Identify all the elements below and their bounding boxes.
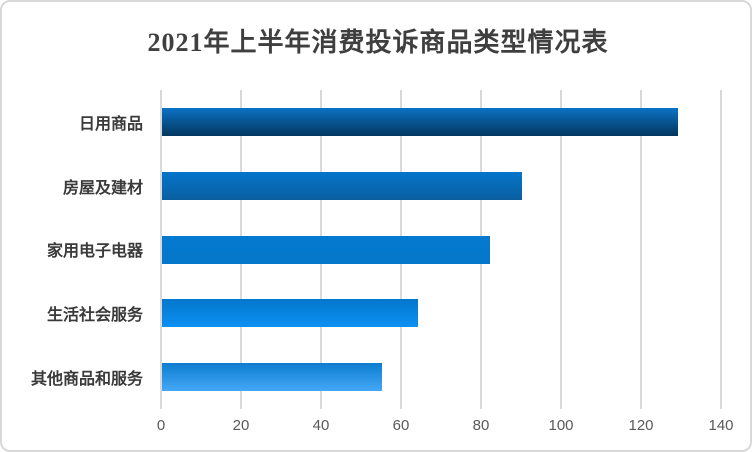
chart-title: 2021年上半年消费投诉商品类型情况表 [147, 28, 609, 57]
x-tick-label: 80 [472, 417, 490, 434]
gridline [560, 90, 562, 409]
x-tick-label: 0 [156, 417, 166, 434]
x-tick-label: 120 [628, 417, 654, 434]
bar [162, 299, 418, 328]
category-label: 房屋及建材 [62, 179, 143, 197]
category-label: 日用商品 [78, 115, 143, 133]
value-axis: 0 20 40 60 80 100 120 140 [157, 417, 734, 441]
bar [162, 171, 522, 200]
x-tick-label: 140 [708, 417, 734, 434]
category-label: 家用电子电器 [46, 243, 143, 261]
x-tick-label: 60 [392, 417, 410, 434]
bar [162, 235, 490, 264]
plot-area [160, 90, 722, 409]
bar [162, 363, 382, 392]
bar [162, 107, 678, 136]
category-label: 生活社会服务 [46, 307, 143, 325]
category-label: 其他商品和服务 [30, 371, 143, 389]
x-tick-label: 20 [232, 417, 250, 434]
x-tick-label: 40 [312, 417, 330, 434]
gridline [720, 90, 722, 409]
gridline [640, 90, 642, 409]
category-axis: 日用商品房屋及建材家用电子电器 生活社会服务其他商品和服务 [2, 90, 149, 409]
gridline [160, 90, 162, 409]
x-tick-label: 100 [548, 417, 574, 434]
